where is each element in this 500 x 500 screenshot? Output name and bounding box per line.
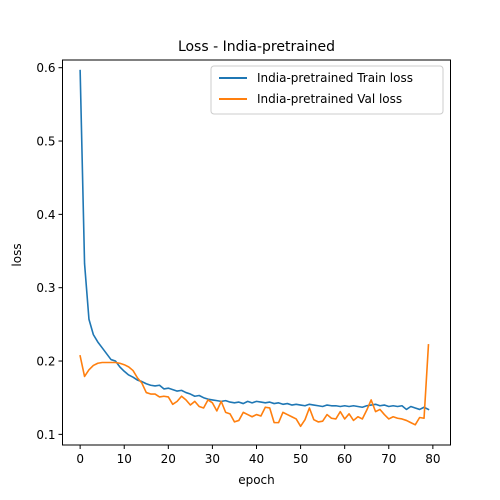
series-line-1	[79, 344, 430, 428]
x-tick-label: 80	[425, 452, 440, 466]
x-tick-label: 50	[293, 452, 308, 466]
x-tick-label: 30	[205, 452, 220, 466]
y-axis-ticks: 0.1 0.2 0.3 0.4 0.5 0.6	[36, 61, 63, 442]
y-axis-label: loss	[10, 243, 24, 266]
series-line-0	[79, 69, 430, 411]
legend-box	[210, 65, 444, 115]
y-tick-label: 0.4	[36, 208, 55, 222]
x-tick-label: 10	[117, 452, 132, 466]
y-tick-label: 0.6	[36, 61, 55, 75]
x-tick-label: 40	[249, 452, 264, 466]
x-axis-ticks: 0 10 20 30 40 50 60 70 80	[76, 445, 441, 466]
y-tick-label: 0.3	[36, 281, 55, 295]
y-tick-label: 0.2	[36, 355, 55, 369]
y-tick-label: 0.1	[36, 428, 55, 442]
legend: India-pretrained Train loss India-pretra…	[210, 65, 444, 115]
x-tick-label: 0	[76, 452, 84, 466]
chart-title: Loss - India-pretrained	[178, 39, 335, 55]
x-tick-label: 20	[161, 452, 176, 466]
legend-label-train: India-pretrained Train loss	[257, 71, 413, 85]
x-axis-label: epoch	[238, 473, 275, 487]
x-tick-label: 70	[381, 452, 396, 466]
y-tick-label: 0.5	[36, 135, 55, 149]
x-tick-label: 60	[337, 452, 352, 466]
legend-label-val: India-pretrained Val loss	[257, 92, 402, 106]
